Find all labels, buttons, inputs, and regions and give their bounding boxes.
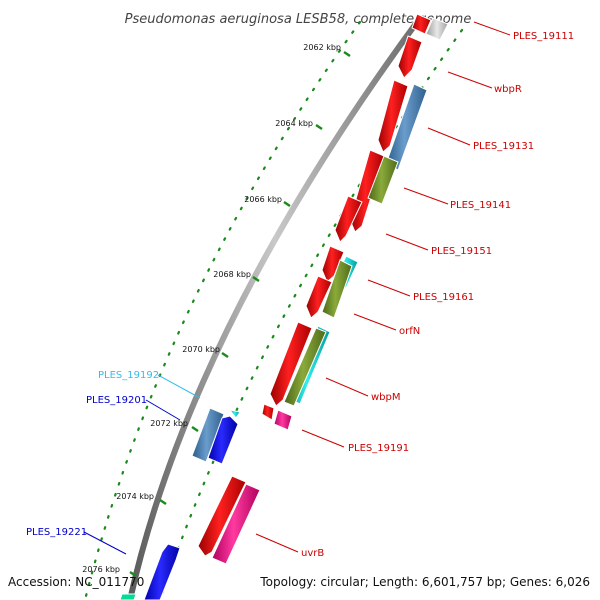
leader-uvrb bbox=[255, 533, 299, 553]
tick-label: 2066 kbp bbox=[244, 195, 282, 204]
leader-ples-19161 bbox=[367, 279, 411, 297]
tick-mark bbox=[129, 571, 137, 577]
leader-ples-19141 bbox=[403, 187, 449, 205]
tick-marks bbox=[129, 51, 351, 577]
gene-label-ples-19161[interactable]: PLES_19161 bbox=[413, 292, 474, 303]
gene-arrow-ples-19131[interactable] bbox=[377, 79, 409, 153]
tick-label: 2076 kbp bbox=[82, 565, 120, 574]
gene-blue-ples-19192[interactable] bbox=[191, 407, 225, 463]
leader-ples-19131 bbox=[427, 127, 471, 146]
gene-arrow-uvrb[interactable] bbox=[197, 475, 247, 557]
gene-blue-ples-19131[interactable] bbox=[385, 83, 428, 171]
gene-label-ples-19191[interactable]: PLES_19191 bbox=[348, 443, 409, 454]
forward-strand-features bbox=[197, 13, 432, 557]
leader-ples-19111 bbox=[473, 21, 511, 36]
inner-dotted-ring bbox=[83, 20, 362, 600]
leader-ples-19191 bbox=[301, 429, 345, 448]
cog-features bbox=[211, 17, 449, 565]
tick-mark bbox=[191, 426, 199, 432]
gene-label-ples-19141[interactable]: PLES_19141 bbox=[450, 200, 511, 211]
tick-label: 2070 kbp bbox=[182, 345, 220, 354]
leader-wbpm bbox=[325, 377, 369, 397]
gene-arrow-ples-19161-a[interactable] bbox=[321, 245, 345, 283]
gene-label-wbpr[interactable]: wbpR bbox=[494, 84, 522, 95]
gene-arrow-ples-19111[interactable] bbox=[411, 13, 432, 35]
gene-arrow-wbpr[interactable] bbox=[397, 35, 423, 79]
tick-label: 2072 kbp bbox=[150, 419, 188, 428]
gene-label-ples-19111[interactable]: PLES_19111 bbox=[513, 31, 574, 42]
gene-arrow-orfn[interactable] bbox=[305, 275, 333, 319]
tick-mark bbox=[221, 352, 229, 358]
gene-arrow-ples-19151[interactable] bbox=[334, 195, 363, 243]
gene-arrow-ples-19201[interactable] bbox=[207, 415, 239, 465]
tick-mark bbox=[252, 276, 260, 282]
tick-label: 2062 kbp bbox=[303, 43, 341, 52]
gene-label-ples-19151[interactable]: PLES_19151 bbox=[431, 246, 492, 257]
label-leaders bbox=[83, 21, 511, 555]
gene-olive-ples-19141[interactable] bbox=[367, 155, 399, 205]
gene-grey-ples-19111[interactable] bbox=[425, 17, 449, 41]
gene-label-wbpm[interactable]: wbpM bbox=[371, 392, 401, 403]
tick-mark bbox=[283, 201, 291, 207]
tick-label: 2064 kbp bbox=[275, 119, 313, 128]
gene-label-ples-19192[interactable]: PLES_19192 bbox=[98, 370, 159, 381]
leader-ples-19151 bbox=[385, 233, 429, 251]
gene-arrow-ples-19221[interactable] bbox=[143, 543, 181, 600]
leader-ples-19192 bbox=[157, 374, 201, 399]
gene-label-ples-19201[interactable]: PLES_19201 bbox=[86, 395, 147, 406]
gene-olive-ples-19161[interactable] bbox=[321, 259, 353, 319]
gene-label-orfn[interactable]: orfN bbox=[399, 326, 420, 337]
leader-wbpr bbox=[447, 71, 493, 89]
tick-mark bbox=[343, 51, 351, 57]
reverse-strand-features bbox=[119, 407, 241, 600]
gene-cyan-tip[interactable] bbox=[228, 409, 241, 419]
map-title: Pseudomonas aeruginosa LESB58, complete … bbox=[125, 12, 472, 27]
genome-backbone bbox=[127, 16, 423, 600]
genome-summary-text: Topology: circular; Length: 6,601,757 bp… bbox=[259, 575, 590, 589]
tick-mark bbox=[159, 499, 167, 505]
tick-label: 2074 kbp bbox=[116, 492, 154, 501]
gene-label-uvrb[interactable]: uvrB bbox=[301, 548, 324, 559]
gene-olive-wbpm[interactable] bbox=[283, 327, 327, 407]
accession-text: Accession: NC_011770 bbox=[8, 575, 144, 589]
leader-ples-19201 bbox=[145, 399, 181, 421]
gene-green-edge[interactable] bbox=[119, 593, 137, 600]
tick-mark bbox=[315, 124, 323, 130]
tick-label: 2068 kbp bbox=[213, 270, 251, 279]
leader-ples-19221 bbox=[83, 531, 127, 555]
gene-label-ples-19131[interactable]: PLES_19131 bbox=[473, 141, 534, 152]
gene-magenta-ples-19191[interactable] bbox=[273, 409, 293, 431]
gene-arrow-ples-19191[interactable] bbox=[261, 403, 275, 421]
gene-arrow-wbpm[interactable] bbox=[269, 321, 313, 407]
gene-magenta-uvrb[interactable] bbox=[211, 483, 261, 565]
gene-label-ples-19221[interactable]: PLES_19221 bbox=[26, 527, 87, 538]
leader-orfn bbox=[353, 313, 397, 331]
